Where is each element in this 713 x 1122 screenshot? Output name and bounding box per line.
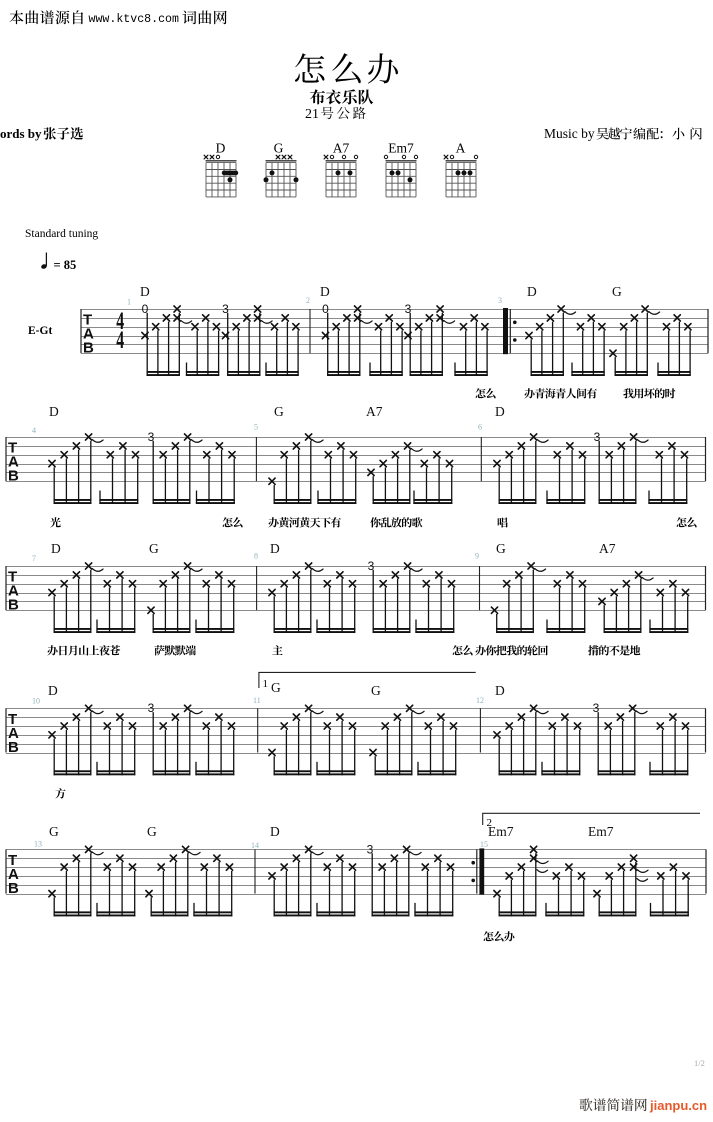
svg-text:E-Gt: E-Gt <box>28 325 52 337</box>
svg-text:A: A <box>8 725 19 742</box>
svg-text:A7: A7 <box>333 141 350 156</box>
svg-text:B: B <box>83 340 94 357</box>
svg-text:A: A <box>8 583 19 600</box>
svg-text:3: 3 <box>222 302 229 316</box>
svg-text:3: 3 <box>594 430 601 444</box>
svg-text:D: D <box>216 141 226 156</box>
svg-text:A: A <box>83 326 94 343</box>
svg-text:6: 6 <box>478 423 482 432</box>
svg-text:D: D <box>270 824 280 839</box>
svg-text:A7: A7 <box>599 541 616 556</box>
svg-text:www.ktvc8.com: www.ktvc8.com <box>89 13 179 26</box>
svg-text:G: G <box>612 284 622 299</box>
svg-text:21: 21 <box>305 107 319 122</box>
svg-text:D: D <box>48 683 58 698</box>
svg-text:jianpu.cn: jianpu.cn <box>649 1098 707 1113</box>
svg-text:D: D <box>527 284 537 299</box>
svg-text:G: G <box>371 683 381 698</box>
svg-text:G: G <box>274 141 284 156</box>
svg-text:10: 10 <box>32 697 40 706</box>
svg-text:13: 13 <box>34 840 42 849</box>
svg-text:5: 5 <box>254 423 258 432</box>
svg-text:14: 14 <box>251 841 259 850</box>
svg-text:4: 4 <box>32 426 36 435</box>
svg-text:3: 3 <box>368 559 375 573</box>
svg-text:0: 0 <box>142 302 149 316</box>
svg-text:D: D <box>320 284 330 299</box>
svg-text:3: 3 <box>148 430 155 444</box>
svg-text:4: 4 <box>116 325 124 354</box>
svg-text:T: T <box>8 711 17 728</box>
svg-text:T: T <box>8 440 17 457</box>
svg-text:T: T <box>8 569 17 586</box>
svg-text:3: 3 <box>148 701 155 715</box>
svg-text:D: D <box>270 541 280 556</box>
svg-text:2: 2 <box>487 817 493 829</box>
svg-text:G: G <box>147 824 157 839</box>
svg-text:G: G <box>274 404 284 419</box>
svg-text:D: D <box>49 404 59 419</box>
svg-text:G: G <box>271 680 281 695</box>
svg-text:9: 9 <box>475 552 479 561</box>
svg-text:D: D <box>140 284 150 299</box>
svg-text:Em7: Em7 <box>488 824 514 839</box>
svg-text:ords by: ords by <box>0 126 42 141</box>
svg-text:T: T <box>8 852 17 869</box>
svg-text:G: G <box>49 824 59 839</box>
svg-text:7: 7 <box>32 554 36 563</box>
svg-text:Standard tuning: Standard tuning <box>25 228 98 240</box>
svg-text:3: 3 <box>498 296 502 305</box>
svg-text:A: A <box>456 141 466 156</box>
svg-text:D: D <box>51 541 61 556</box>
svg-text:B: B <box>8 597 19 614</box>
svg-text:3: 3 <box>367 842 374 856</box>
svg-text:1: 1 <box>127 298 131 307</box>
svg-text:= 85: = 85 <box>54 258 77 272</box>
svg-text:G: G <box>149 541 159 556</box>
svg-text:B: B <box>8 880 19 897</box>
svg-text:D: D <box>495 404 505 419</box>
svg-text:11: 11 <box>253 696 261 705</box>
svg-text:3: 3 <box>593 701 600 715</box>
svg-text:1/2: 1/2 <box>694 1058 705 1068</box>
svg-text:A: A <box>8 866 19 883</box>
svg-text:0: 0 <box>322 302 329 316</box>
svg-text:12: 12 <box>476 696 484 705</box>
svg-text:B: B <box>8 468 19 485</box>
svg-text:3: 3 <box>405 302 412 316</box>
svg-text:A7: A7 <box>366 404 383 419</box>
svg-text:Em7: Em7 <box>588 824 614 839</box>
svg-text:15: 15 <box>480 840 488 849</box>
svg-text:1: 1 <box>263 678 269 690</box>
svg-text:T: T <box>83 312 92 329</box>
svg-text:G: G <box>496 541 506 556</box>
svg-text:B: B <box>8 739 19 756</box>
svg-text:8: 8 <box>254 552 258 561</box>
svg-text:4: 4 <box>116 306 124 335</box>
svg-text:A: A <box>8 454 19 471</box>
svg-text:Music by: Music by <box>544 126 595 141</box>
svg-text:Em7: Em7 <box>388 141 414 156</box>
svg-text:D: D <box>495 683 505 698</box>
svg-text:2: 2 <box>306 296 310 305</box>
